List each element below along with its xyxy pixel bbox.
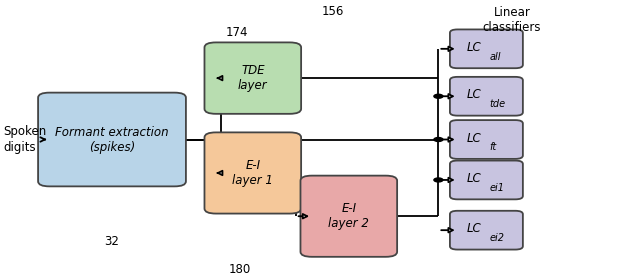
- Text: E-I
layer 2: E-I layer 2: [328, 202, 369, 230]
- Text: E-I
layer 1: E-I layer 1: [232, 159, 273, 187]
- Text: 180: 180: [229, 263, 251, 276]
- Text: LC: LC: [467, 222, 481, 235]
- FancyBboxPatch shape: [450, 211, 523, 249]
- Text: LC: LC: [467, 132, 481, 145]
- FancyBboxPatch shape: [301, 176, 397, 257]
- Text: 174: 174: [225, 26, 248, 39]
- FancyBboxPatch shape: [450, 77, 523, 116]
- Text: LC: LC: [467, 41, 481, 54]
- FancyBboxPatch shape: [450, 30, 523, 68]
- Text: ei1: ei1: [490, 183, 504, 193]
- FancyBboxPatch shape: [205, 42, 301, 114]
- Circle shape: [434, 94, 443, 98]
- Circle shape: [434, 138, 443, 141]
- FancyBboxPatch shape: [205, 133, 301, 214]
- Text: LC: LC: [467, 88, 481, 101]
- FancyBboxPatch shape: [450, 161, 523, 199]
- Text: 156: 156: [322, 5, 344, 18]
- Text: Linear
classifiers: Linear classifiers: [483, 6, 541, 33]
- Text: LC: LC: [467, 172, 481, 185]
- Text: 32: 32: [104, 235, 120, 248]
- Text: ei2: ei2: [490, 233, 504, 243]
- Text: ft: ft: [490, 142, 497, 152]
- Text: tde: tde: [490, 99, 506, 109]
- Text: all: all: [490, 52, 501, 62]
- Text: TDE
layer: TDE layer: [238, 64, 268, 92]
- Text: Formant extraction
(spikes): Formant extraction (spikes): [55, 126, 169, 153]
- FancyBboxPatch shape: [450, 120, 523, 159]
- Circle shape: [434, 178, 443, 182]
- Text: Spoken
digits: Spoken digits: [3, 126, 47, 153]
- FancyBboxPatch shape: [38, 93, 186, 186]
